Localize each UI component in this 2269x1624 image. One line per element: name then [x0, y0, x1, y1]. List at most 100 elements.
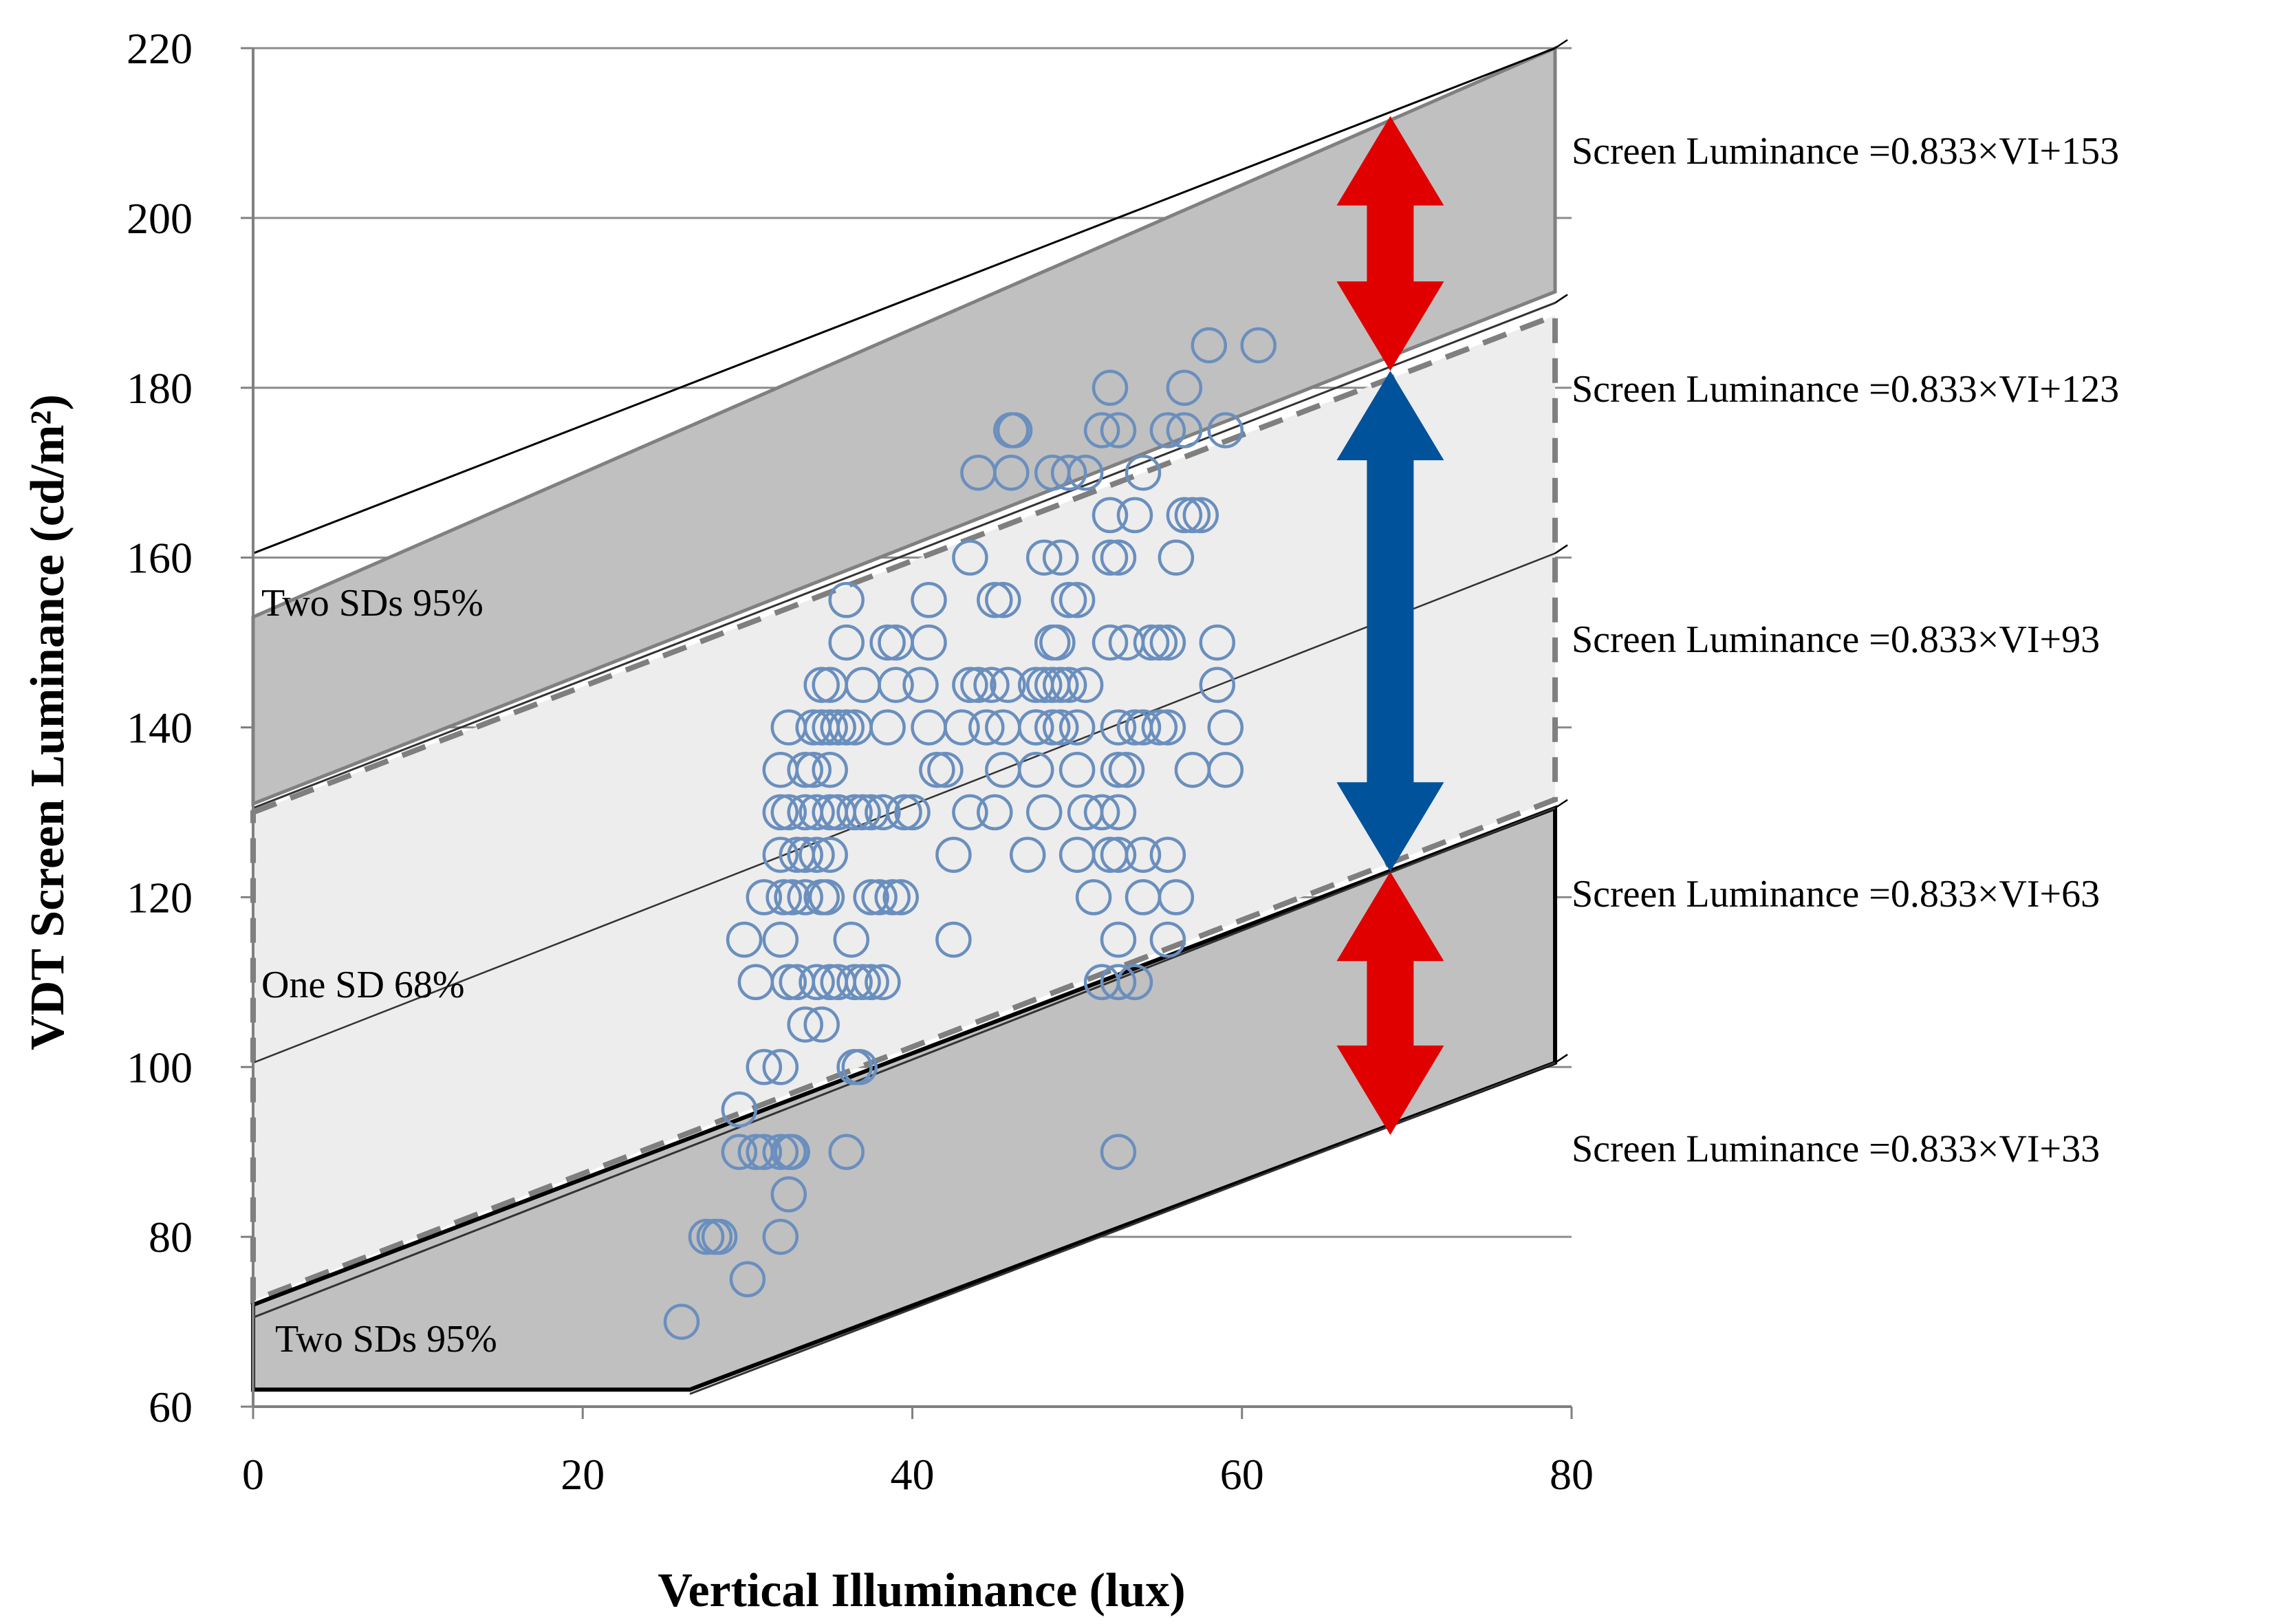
data-point [869, 709, 906, 746]
data-point [1025, 794, 1063, 831]
data-point [770, 1176, 807, 1213]
data-point [1017, 709, 1054, 746]
data-point [1116, 964, 1153, 1001]
data-point [882, 879, 919, 916]
equation-line-4 [252, 807, 1556, 1319]
data-point [1034, 709, 1071, 746]
data-point [1083, 412, 1120, 448]
data-point [935, 921, 972, 958]
data-point [878, 667, 914, 704]
data-point [762, 1218, 799, 1255]
axes: 60 80 100 120 140 160 180 200 220 0 20 40 60 80 [127, 24, 1594, 1499]
equation-line-2 [252, 301, 1556, 810]
data-point [1075, 879, 1112, 916]
data-point [1092, 624, 1129, 661]
data-point [1009, 836, 1046, 873]
data-point [1092, 369, 1129, 407]
equation-label-1: Screen Luminance =0.833×VI+153 [1572, 130, 2119, 173]
data-point [812, 751, 848, 788]
data-point [766, 879, 802, 916]
data-point [1133, 624, 1170, 661]
data-point [701, 1218, 738, 1255]
y-tick-label: 80 [149, 1213, 193, 1262]
data-point [663, 1303, 700, 1340]
data-point [799, 794, 835, 831]
data-point [1042, 709, 1079, 746]
arrows [1336, 116, 1444, 1135]
equation-lines [252, 39, 1568, 1395]
scatter-points [663, 327, 1277, 1340]
data-point [1149, 412, 1186, 448]
equation-leader-2 [1554, 294, 1568, 304]
data-point [1149, 624, 1186, 661]
data-point [1050, 454, 1087, 491]
data-point [1125, 709, 1162, 746]
data-point [853, 964, 889, 1001]
y-tick-label: 100 [127, 1043, 193, 1092]
data-point [787, 879, 823, 916]
equation-line-3 [252, 552, 1556, 1064]
data-point [952, 667, 988, 704]
data-point [1108, 751, 1145, 788]
data-point [833, 921, 870, 958]
y-axis-title: VDT Screen Luminance (cd/m²) [21, 394, 74, 1050]
x-axis-title: Vertical Illuminance (lux) [658, 1564, 1185, 1617]
data-point [977, 582, 1013, 618]
data-point [993, 454, 1030, 491]
data-point [952, 794, 988, 831]
data-point [1141, 624, 1178, 661]
data-point [845, 794, 881, 831]
data-point [1092, 539, 1129, 576]
data-point [990, 667, 1026, 704]
data-point [1100, 751, 1137, 788]
data-point [960, 667, 997, 704]
data-point [1100, 1134, 1137, 1170]
data-point [902, 667, 939, 704]
equation-label-2: Screen Luminance =0.833×VI+123 [1572, 368, 2119, 411]
data-point [774, 879, 810, 916]
y-tick-label: 120 [127, 873, 193, 922]
labels: Screen Luminance =0.833×VI+153 Screen Lum… [261, 130, 2119, 1361]
data-point [762, 1134, 799, 1170]
data-point [1174, 497, 1211, 534]
equation-label-4: Screen Luminance =0.833×VI+63 [1572, 873, 2100, 916]
y-tick-label: 140 [127, 704, 193, 753]
data-point [1199, 667, 1236, 704]
data-point [770, 964, 807, 1001]
data-point [1017, 751, 1054, 788]
double-arrow-3 [1336, 871, 1444, 1135]
data-point [1100, 836, 1137, 873]
data-point [1039, 624, 1076, 661]
data-point [985, 582, 1021, 618]
data-point [808, 879, 845, 916]
y-tick-label: 60 [149, 1383, 193, 1431]
data-point [1207, 709, 1244, 746]
data-point [1191, 327, 1228, 364]
x-tick-label: 0 [242, 1450, 264, 1499]
data-point [820, 709, 856, 746]
data-point [803, 1006, 840, 1043]
data-point [1149, 921, 1186, 958]
band-label-upper: Two SDs 95% [261, 582, 484, 625]
data-point [1158, 539, 1195, 576]
data-point [944, 709, 980, 746]
data-point [828, 709, 865, 746]
data-point [1058, 751, 1096, 788]
data-point [1100, 794, 1137, 831]
data-point [886, 794, 922, 831]
data-point [729, 1261, 766, 1298]
data-point [1058, 582, 1096, 618]
bands [250, 45, 1558, 1392]
y-tick-label: 220 [127, 24, 193, 73]
data-point [746, 1049, 783, 1085]
data-point [1166, 369, 1203, 407]
data-point [1199, 624, 1236, 661]
data-point [869, 624, 906, 661]
data-point [1149, 709, 1186, 746]
data-point [836, 794, 873, 831]
data-point [1100, 412, 1137, 448]
data-point [911, 624, 947, 661]
equation-line-5 [689, 1061, 1556, 1395]
data-point [1025, 667, 1063, 704]
